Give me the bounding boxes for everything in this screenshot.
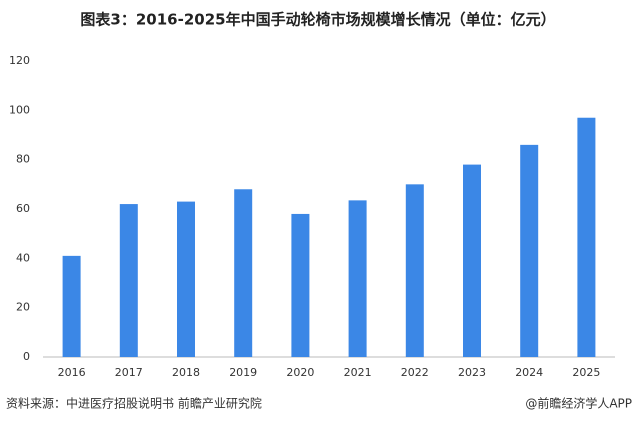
bar [119, 204, 138, 357]
y-tick-label: 40 [16, 251, 30, 264]
x-tick-label: 2018 [172, 366, 200, 379]
bar [177, 201, 195, 357]
y-tick-label: 0 [23, 350, 30, 363]
source-note: 资料来源：中进医疗招股说明书 前瞻产业研究院 [6, 396, 262, 411]
x-tick-label: 2016 [58, 366, 86, 379]
y-tick-label: 60 [16, 202, 30, 215]
bar [291, 213, 310, 357]
x-tick-label: 2020 [286, 366, 314, 379]
x-tick-label: 2023 [458, 366, 486, 379]
y-tick-label: 80 [16, 153, 30, 166]
x-tick-label: 2025 [572, 366, 600, 379]
x-tick-label: 2022 [401, 366, 429, 379]
y-tick-label: 20 [16, 301, 30, 314]
bar [62, 255, 81, 357]
bar [520, 144, 539, 357]
bar [405, 184, 424, 357]
y-tick-label: 100 [9, 103, 30, 116]
bar [577, 117, 596, 357]
x-tick-label: 2017 [115, 366, 143, 379]
x-tick-label: 2021 [344, 366, 372, 379]
x-tick-label: 2024 [515, 366, 543, 379]
bar [234, 189, 253, 357]
x-tick-label: 2019 [229, 366, 257, 379]
chart-title: 图表3：2016-2025年中国手动轮椅市场规模增长情况（单位：亿元） [80, 11, 555, 29]
y-tick-label: 120 [9, 54, 30, 67]
credit: @前瞻经济学人APP [525, 396, 632, 411]
bar [463, 164, 481, 357]
bar [348, 200, 367, 357]
